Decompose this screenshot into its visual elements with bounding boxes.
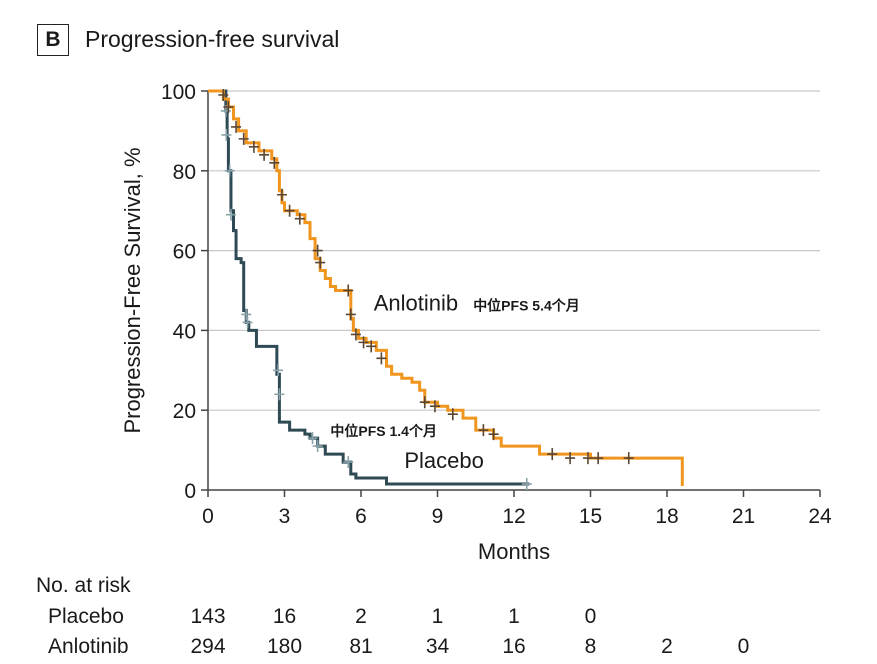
risk-count: 143 xyxy=(190,605,226,628)
censor-mark xyxy=(376,352,387,365)
censor-mark xyxy=(274,388,285,401)
censor-mark xyxy=(238,132,249,145)
censor-mark xyxy=(521,478,532,491)
y-tick-label: 80 xyxy=(173,161,196,184)
x-tick-label: 18 xyxy=(655,505,678,528)
censor-mark xyxy=(343,284,354,297)
censor-mark xyxy=(248,140,259,153)
risk-count: 1 xyxy=(508,605,520,628)
risk-table-title: No. at risk xyxy=(36,574,131,597)
censor-mark xyxy=(221,128,232,141)
censor-mark xyxy=(582,452,593,465)
censor-mark xyxy=(284,204,295,217)
y-tick-label: 60 xyxy=(173,241,196,264)
y-tick-label: 20 xyxy=(173,400,196,423)
x-tick-label: 0 xyxy=(202,505,214,528)
censor-mark xyxy=(447,408,458,421)
series-line-anlotinib xyxy=(208,89,684,487)
censor-mark xyxy=(623,452,634,465)
risk-count: 81 xyxy=(349,635,373,658)
censor-mark xyxy=(307,432,318,445)
x-tick-label: 9 xyxy=(432,505,444,528)
censor-mark xyxy=(343,456,354,469)
censor-mark xyxy=(218,88,229,101)
risk-count: 1 xyxy=(431,605,444,628)
risk-count: 2 xyxy=(661,635,673,658)
x-tick-label: 6 xyxy=(355,505,367,528)
censor-mark xyxy=(366,340,377,353)
censor-mark xyxy=(269,156,280,169)
risk-count: 8 xyxy=(584,635,597,658)
axes: 0 20 40 60 80 100 0 3 6 9 12 15 18 21 24 Months Progress… xyxy=(120,81,832,564)
censor-mark xyxy=(478,424,489,437)
censor-mark xyxy=(276,188,287,201)
risk-count: 16 xyxy=(272,605,297,628)
censor-mark xyxy=(312,440,323,453)
censor-mark xyxy=(345,308,356,321)
censor-mark xyxy=(547,448,558,461)
curve-label: 中位PFS 5.4个月 xyxy=(473,297,580,313)
censor-mark xyxy=(241,308,252,321)
series xyxy=(208,88,684,491)
censor-mark xyxy=(350,328,361,341)
risk-row-label: Placebo xyxy=(48,605,124,628)
censor-mark xyxy=(231,120,242,133)
risk-count: 0 xyxy=(737,635,750,658)
censor-mark xyxy=(358,336,369,349)
censor-mark xyxy=(315,256,326,269)
gridlines xyxy=(208,90,820,411)
x-tick-label: 15 xyxy=(579,505,602,528)
x-tick-label: 21 xyxy=(732,505,755,528)
censor-mark xyxy=(419,396,430,409)
risk-count: 180 xyxy=(266,635,303,658)
censor-mark xyxy=(225,208,236,221)
censor-mark xyxy=(259,148,270,161)
x-tick-label: 3 xyxy=(279,505,291,528)
risk-count: 294 xyxy=(190,635,226,658)
risk-row-label: Anlotinib xyxy=(48,635,129,658)
censor-mark xyxy=(242,316,253,329)
censor-mark xyxy=(565,452,576,465)
risk-count: 0 xyxy=(584,605,597,628)
censor-mark xyxy=(429,400,440,413)
censor-mark xyxy=(294,212,305,225)
curve-label: 中位PFS 1.4个月 xyxy=(330,423,437,439)
censor-mark xyxy=(273,364,284,377)
curve-label: Anlotinib xyxy=(374,290,458,315)
curve-label: Placebo xyxy=(404,448,484,473)
x-axis-label: Months xyxy=(478,539,550,564)
x-tick-label: 12 xyxy=(502,505,525,528)
censor-mark xyxy=(224,164,235,177)
y-tick-label: 0 xyxy=(184,480,196,503)
y-tick-label: 40 xyxy=(173,320,196,343)
risk-count: 34 xyxy=(425,635,450,658)
panel-letter: B xyxy=(37,24,69,56)
risk-count: 16 xyxy=(502,635,526,658)
censor-mark xyxy=(223,100,234,113)
km-plot: 0 20 40 60 80 100 0 3 6 9 12 15 18 21 24 Months Progress… xyxy=(120,81,832,564)
chart-title: Progression-free survival xyxy=(85,26,340,52)
censor-mark xyxy=(312,244,323,257)
censor-mark xyxy=(488,428,499,441)
risk-count: 2 xyxy=(355,605,367,628)
x-tick-label: 24 xyxy=(808,505,832,528)
y-axis-label: Progression-Free Survival, % xyxy=(120,147,145,433)
y-tick-label: 100 xyxy=(161,81,196,104)
censor-mark xyxy=(593,452,604,465)
